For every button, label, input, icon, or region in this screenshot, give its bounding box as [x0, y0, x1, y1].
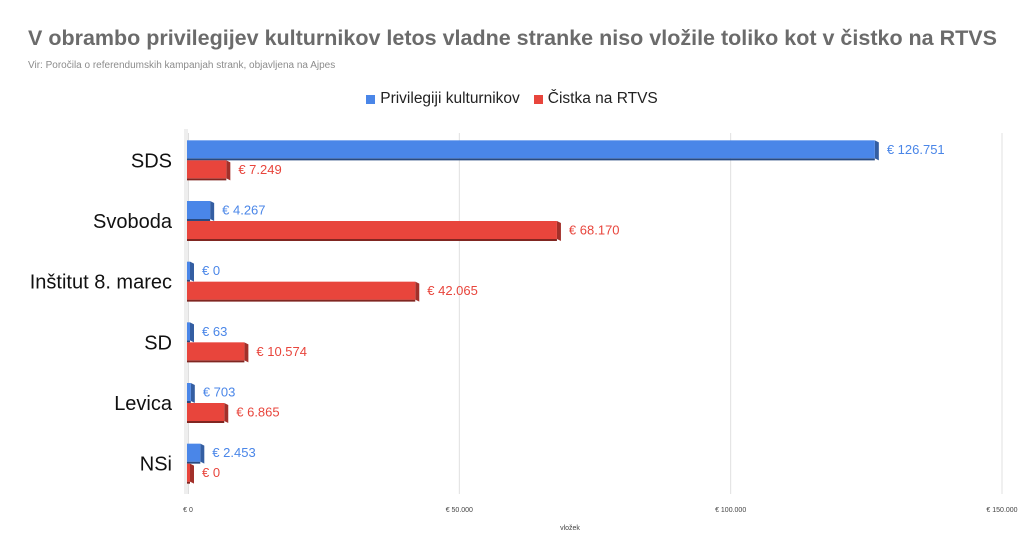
bar-bottom-face	[187, 219, 211, 221]
bar-side-face	[190, 322, 194, 343]
bar-privilegiji	[187, 443, 201, 462]
chart-subtitle: Vir: Poročila o referendumskih kampanjah…	[28, 60, 336, 71]
legend-item-cistka: Čistka na RTVS	[533, 90, 658, 108]
bar-side-face	[415, 281, 420, 302]
x-tick-label: € 50.000	[446, 507, 473, 514]
data-label: € 68.170	[569, 223, 620, 238]
bar-cistka	[187, 463, 190, 482]
bar-privilegiji	[187, 261, 190, 280]
bar-cistka	[187, 160, 227, 179]
bar-bottom-face	[187, 299, 416, 302]
data-label: € 10.574	[256, 344, 307, 359]
bar-bottom-face	[187, 360, 245, 363]
data-label: € 6.865	[236, 405, 279, 420]
legend-item-privilegiji: Privilegiji kulturnikov	[366, 90, 520, 108]
category-label: NSi	[140, 454, 172, 476]
legend: Privilegiji kulturnikov Čistka na RTVS	[0, 90, 1024, 108]
x-tick-label: € 100.000	[715, 507, 746, 514]
bar-side-face	[210, 201, 215, 221]
data-label: € 2.453	[212, 445, 255, 460]
category-label: Inštitut 8. marec	[30, 272, 172, 294]
bar-side-face	[556, 221, 561, 241]
data-label: € 42.065	[427, 283, 478, 298]
bar-cistka	[187, 342, 245, 361]
bar-bottom-face	[187, 279, 190, 282]
bar-bottom-face	[187, 158, 875, 161]
chart-title: V obrambo privilegijev kulturnikov letos…	[28, 26, 997, 50]
x-tick-label: € 150.000	[986, 507, 1017, 514]
bar-bottom-face	[187, 421, 225, 423]
bar-side-face	[226, 160, 231, 181]
data-label: € 7.249	[238, 162, 281, 177]
bar-side-face	[224, 403, 229, 423]
data-label: € 0	[202, 465, 220, 480]
legend-swatch-red	[533, 94, 543, 104]
bar-side-face	[244, 342, 249, 363]
data-label: € 0	[202, 263, 220, 278]
bar-bottom-face	[187, 481, 190, 484]
bar-side-face	[190, 463, 194, 484]
bar-privilegiji	[187, 140, 875, 159]
data-label: € 126.751	[887, 142, 945, 157]
bar-side-face	[200, 443, 205, 464]
bar-bottom-face	[187, 401, 191, 403]
bar-cistka	[187, 221, 557, 239]
bar-bottom-face	[187, 239, 557, 241]
category-label: Levica	[114, 393, 173, 415]
bar-cistka	[187, 403, 225, 421]
legend-swatch-blue	[366, 94, 376, 104]
legend-label-privilegiji: Privilegiji kulturnikov	[380, 90, 520, 107]
bar-bottom-face	[187, 178, 227, 181]
x-axis-label: vložek	[560, 525, 580, 532]
bar-privilegiji	[187, 322, 190, 341]
bar-side-face	[190, 383, 195, 403]
bar-side-face	[874, 140, 879, 161]
legend-label-cistka: Čistka na RTVS	[547, 90, 658, 107]
bar-bottom-face	[187, 461, 201, 464]
bar-bottom-face	[187, 340, 190, 343]
bar-side-face	[190, 261, 194, 282]
data-label: € 703	[203, 385, 236, 400]
x-tick-label: € 0	[183, 507, 193, 514]
y-axis-wall	[184, 129, 188, 494]
bar-privilegiji	[187, 383, 191, 401]
category-label: Svoboda	[93, 211, 173, 233]
bar-privilegiji	[187, 201, 211, 219]
bar-cistka	[187, 281, 416, 300]
category-label: SDS	[131, 150, 172, 172]
data-label: € 4.267	[222, 203, 265, 218]
category-label: SD	[144, 332, 172, 354]
data-label: € 63	[202, 324, 227, 339]
